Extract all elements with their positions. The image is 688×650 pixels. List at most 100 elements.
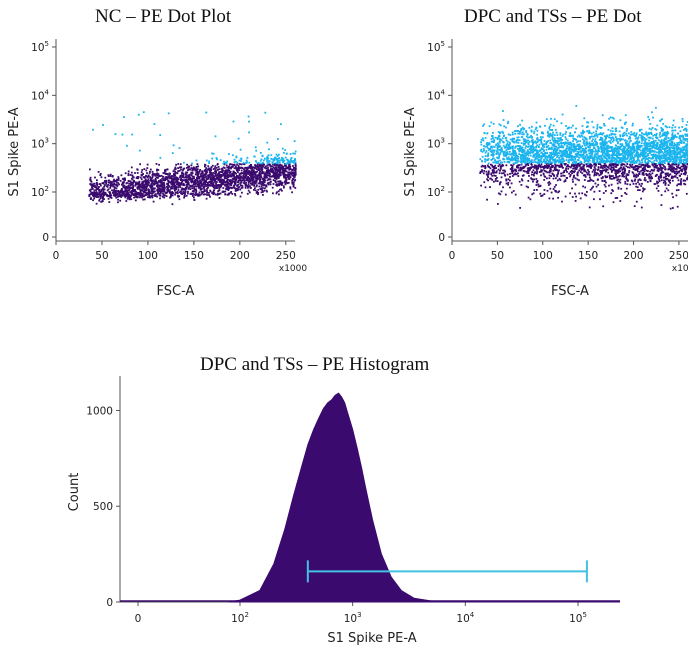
data-point	[617, 147, 620, 150]
data-point	[482, 165, 485, 168]
data-point	[206, 168, 209, 171]
data-point	[214, 193, 217, 196]
data-point	[538, 139, 541, 142]
data-point	[609, 129, 612, 132]
data-point	[603, 150, 606, 152]
data-point	[261, 181, 264, 183]
data-point	[236, 161, 239, 164]
data-point	[610, 163, 613, 166]
data-point	[507, 133, 510, 136]
data-point	[269, 165, 272, 168]
data-point	[95, 188, 98, 190]
data-point	[546, 166, 549, 169]
data-point	[264, 176, 267, 179]
data-point	[269, 183, 272, 186]
data-point	[513, 157, 516, 160]
data-point	[176, 192, 179, 194]
data-point	[656, 142, 658, 144]
data-point	[262, 172, 265, 175]
data-point	[170, 177, 173, 180]
data-point	[118, 195, 120, 198]
data-point	[215, 181, 218, 183]
data-point	[661, 162, 663, 165]
data-point	[148, 172, 151, 174]
data-point	[523, 157, 526, 160]
data-point	[197, 182, 200, 184]
data-point	[612, 163, 614, 165]
data-point	[212, 186, 215, 189]
data-point	[580, 151, 582, 154]
data-point	[111, 175, 114, 178]
data-point	[517, 160, 520, 162]
data-point	[572, 134, 574, 137]
data-point	[676, 172, 679, 174]
data-point	[583, 158, 586, 161]
data-point	[521, 126, 524, 129]
data-point	[248, 161, 251, 164]
data-point	[278, 180, 280, 183]
data-point	[240, 176, 243, 179]
data-point	[620, 126, 623, 129]
data-point	[261, 164, 263, 167]
data-point	[251, 171, 253, 174]
data-point	[661, 128, 663, 131]
data-point	[601, 177, 604, 179]
data-point	[528, 148, 531, 151]
data-point	[507, 183, 509, 186]
data-point	[131, 133, 134, 136]
data-point	[550, 142, 553, 144]
data-point	[536, 189, 538, 191]
data-point	[152, 200, 155, 203]
data-point	[270, 154, 273, 157]
data-point	[536, 138, 538, 140]
data-point	[544, 157, 547, 160]
data-point	[97, 171, 100, 173]
data-point	[175, 171, 177, 174]
data-point	[150, 180, 153, 182]
data-point	[675, 194, 678, 197]
data-point	[177, 186, 180, 189]
data-point	[609, 140, 611, 143]
data-point	[255, 174, 257, 177]
data-point	[549, 129, 551, 131]
data-point	[607, 166, 610, 169]
data-point	[232, 186, 235, 189]
data-point	[575, 145, 577, 148]
data-point	[259, 169, 261, 172]
data-point	[180, 192, 182, 195]
data-point	[600, 136, 602, 139]
data-point	[591, 120, 594, 123]
data-point	[141, 195, 144, 197]
data-point	[144, 176, 146, 178]
data-point	[135, 182, 137, 185]
data-point	[198, 184, 201, 186]
data-point	[130, 183, 132, 186]
data-point	[559, 139, 562, 141]
data-point	[276, 184, 278, 187]
data-point	[681, 151, 684, 154]
data-point	[287, 167, 290, 170]
data-point	[528, 162, 530, 165]
data-point	[197, 185, 200, 187]
data-point	[211, 179, 214, 181]
data-point	[132, 176, 135, 179]
data-point	[103, 185, 105, 188]
data-point	[218, 179, 221, 182]
data-point	[487, 176, 489, 179]
data-point	[267, 163, 270, 166]
data-point	[294, 168, 297, 171]
data-point	[659, 164, 661, 166]
data-point	[176, 178, 179, 180]
data-point	[159, 179, 162, 181]
data-point	[107, 195, 109, 198]
data-point	[93, 191, 96, 194]
data-point	[120, 196, 123, 198]
data-point	[675, 172, 678, 175]
data-point	[658, 163, 661, 166]
data-point	[272, 170, 275, 172]
data-point	[206, 191, 208, 194]
data-point	[106, 189, 109, 192]
data-point	[103, 184, 106, 187]
data-point	[509, 172, 511, 175]
data-point	[573, 160, 575, 163]
